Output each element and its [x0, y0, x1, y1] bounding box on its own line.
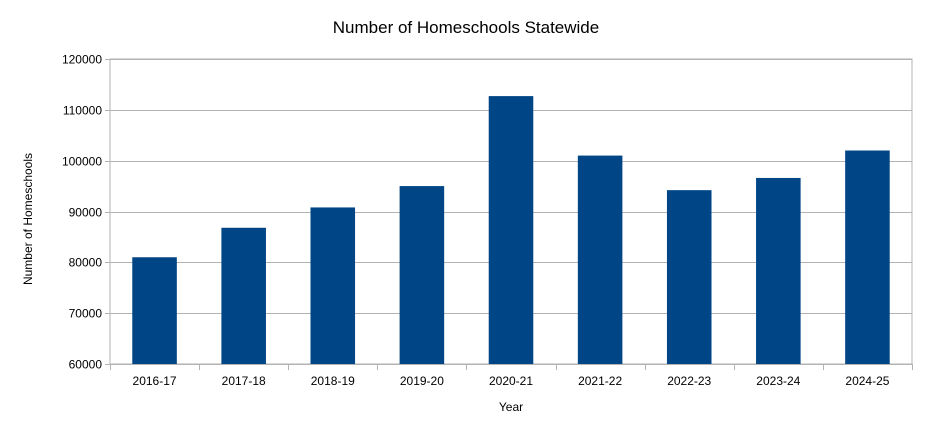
- x-tick-label: 2020-21: [489, 374, 533, 388]
- x-tick-label: 2022-23: [667, 374, 711, 388]
- y-tick-label: 60000: [69, 358, 103, 372]
- bar: [488, 96, 534, 364]
- y-tick-label: 70000: [69, 307, 103, 321]
- x-tick-label: 2023-24: [756, 374, 800, 388]
- x-tick-label: 2024-25: [845, 374, 889, 388]
- bar: [666, 190, 712, 364]
- chart-title: Number of Homeschools Statewide: [332, 18, 600, 37]
- x-tick-label: 2021-22: [578, 374, 622, 388]
- y-tick-label: 80000: [69, 256, 103, 270]
- x-tick-label: 2019-20: [400, 374, 444, 388]
- y-tick-label: 90000: [69, 206, 103, 220]
- bar: [756, 177, 801, 364]
- x-axis-label: Year: [498, 400, 524, 414]
- bar: [845, 150, 890, 364]
- y-tick-label: 120000: [62, 53, 102, 67]
- x-tick-label: 2017-18: [222, 374, 266, 388]
- bar: [310, 207, 356, 364]
- x-tick-label: 2018-19: [311, 374, 355, 388]
- bar: [577, 155, 623, 364]
- x-tick-label: 2016-17: [133, 374, 177, 388]
- y-tick-label: 100000: [62, 155, 102, 169]
- bar: [132, 257, 177, 364]
- bar: [221, 227, 266, 364]
- y-tick-label: 110000: [63, 104, 102, 118]
- bar: [399, 186, 445, 364]
